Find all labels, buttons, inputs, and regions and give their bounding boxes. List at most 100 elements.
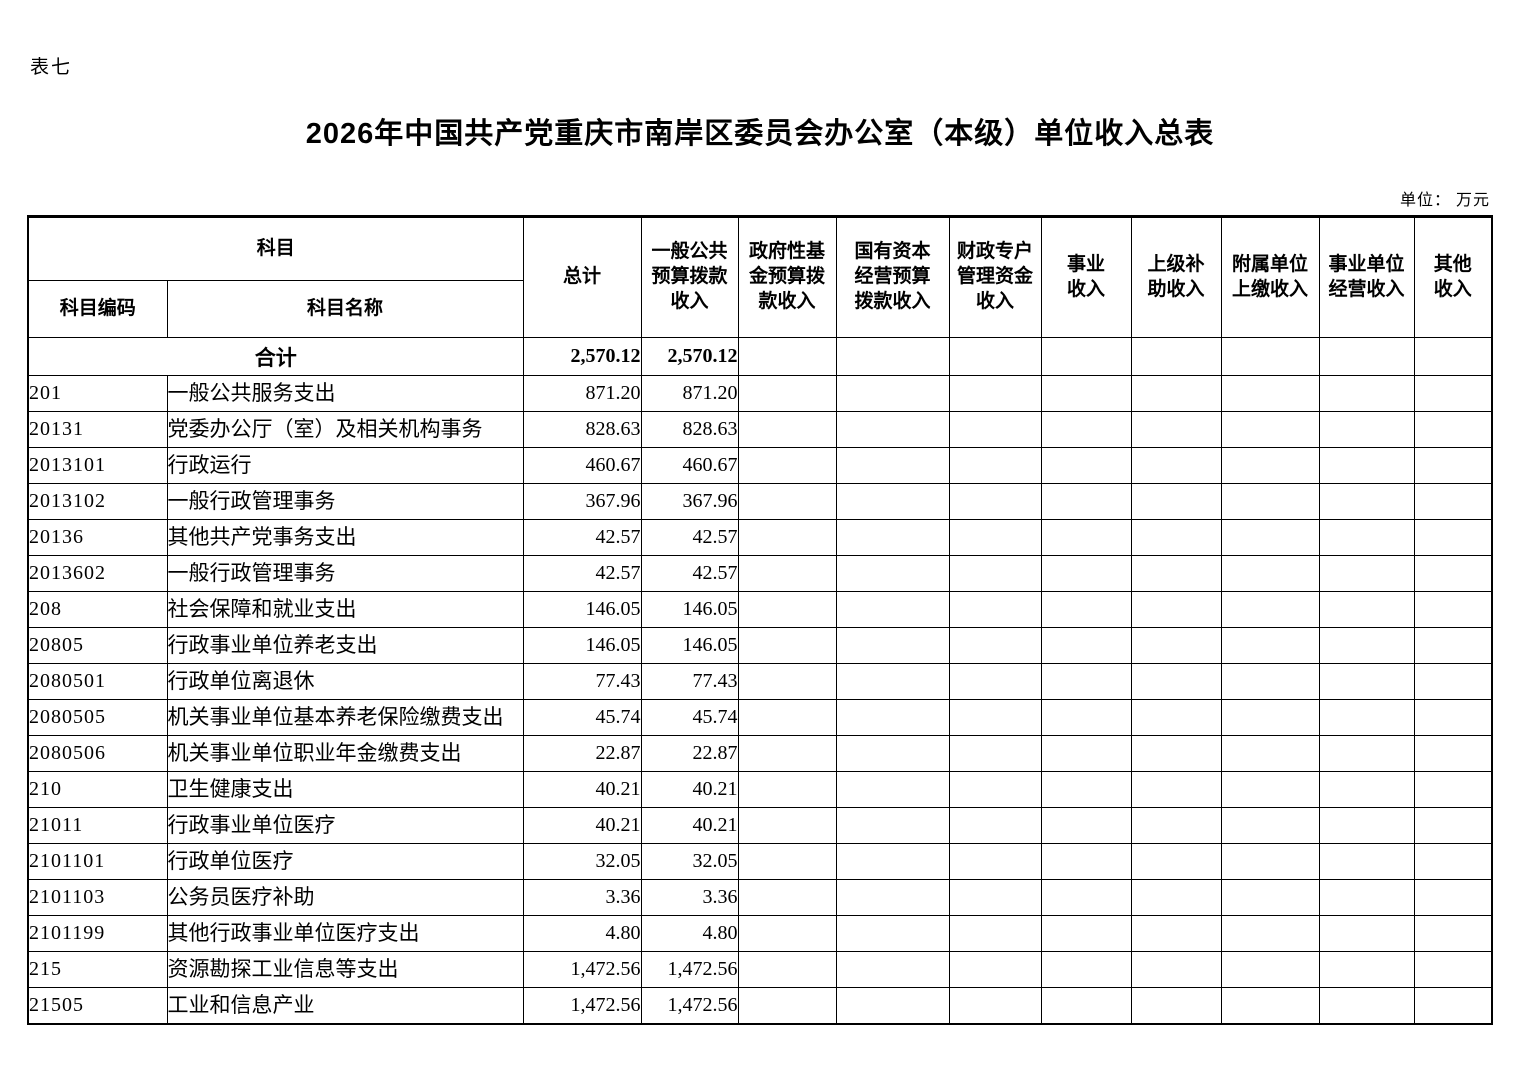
value-cell <box>1130 735 1222 772</box>
value-cell <box>1040 807 1132 844</box>
subject-name-cell: 其他行政事业单位医疗支出 <box>166 915 524 952</box>
value-cell <box>1130 843 1222 880</box>
value-cell: 871.20 <box>522 375 642 412</box>
value-cell <box>948 735 1042 772</box>
table-header: 科目 总计 一般公共 预算拨款 收入 政府性基 金预算拨 款收入 国有资本 经营… <box>27 216 1493 338</box>
value-cell: 146.05 <box>640 591 739 628</box>
value-cell: 1,472.56 <box>640 951 739 988</box>
value-cell <box>1040 987 1132 1024</box>
value-header-affiliated-remit: 附属单位 上缴收入 <box>1220 216 1320 338</box>
value-cell <box>737 519 837 556</box>
value-cell <box>1040 771 1132 808</box>
table-row: 2013101 行政运行 460.67 460.67 <box>27 447 1493 484</box>
total-value-cell: 2,570.12 <box>522 337 642 376</box>
subject-code-cell: 210 <box>27 771 168 808</box>
value-cell <box>737 807 837 844</box>
value-cell <box>1413 987 1493 1024</box>
value-cell <box>948 447 1042 484</box>
value-header-operating-income: 事业单位 经营收入 <box>1318 216 1415 338</box>
value-cell <box>737 627 837 664</box>
value-cell: 4.80 <box>522 915 642 952</box>
table-row: 2101101 行政单位医疗 32.05 32.05 <box>27 843 1493 880</box>
subject-code-cell: 20136 <box>27 519 168 556</box>
value-cell <box>1413 735 1493 772</box>
code-header-cell: 科目编码 <box>27 280 168 338</box>
value-cell <box>1318 879 1415 916</box>
subject-header-cell: 科目 <box>27 216 524 281</box>
value-cell <box>1130 447 1222 484</box>
table-row: 201 一般公共服务支出 871.20 871.20 <box>27 375 1493 412</box>
value-cell <box>948 663 1042 700</box>
value-cell <box>948 627 1042 664</box>
value-cell <box>737 447 837 484</box>
value-header-total: 总计 <box>522 216 642 338</box>
value-cell <box>1220 807 1320 844</box>
value-cell: 32.05 <box>640 843 739 880</box>
value-cell <box>835 771 950 808</box>
value-cell <box>737 555 837 592</box>
value-cell <box>1413 915 1493 952</box>
value-cell <box>1413 627 1493 664</box>
value-cell <box>948 879 1042 916</box>
value-cell <box>1318 591 1415 628</box>
subject-name-cell: 行政单位离退休 <box>166 663 524 700</box>
total-value-cell <box>737 337 837 376</box>
value-cell <box>1130 555 1222 592</box>
value-cell <box>948 843 1042 880</box>
value-cell <box>1318 699 1415 736</box>
total-value-cell <box>835 337 950 376</box>
header-row-1: 科目 总计 一般公共 预算拨款 收入 政府性基 金预算拨 款收入 国有资本 经营… <box>27 216 1493 338</box>
value-cell <box>737 483 837 520</box>
total-row: 合计 2,570.12 2,570.12 <box>27 337 1493 376</box>
value-cell <box>835 519 950 556</box>
value-cell <box>1040 411 1132 448</box>
value-cell <box>1040 555 1132 592</box>
income-table: 科目 总计 一般公共 预算拨款 收入 政府性基 金预算拨 款收入 国有资本 经营… <box>27 215 1494 1025</box>
value-cell <box>835 699 950 736</box>
value-cell <box>1130 411 1222 448</box>
total-value-cell <box>1220 337 1320 376</box>
table-row: 210 卫生健康支出 40.21 40.21 <box>27 771 1493 808</box>
table-row: 20136 其他共产党事务支出 42.57 42.57 <box>27 519 1493 556</box>
value-cell <box>835 987 950 1024</box>
value-cell <box>1040 915 1132 952</box>
subject-code-cell: 215 <box>27 951 168 988</box>
value-cell <box>1220 879 1320 916</box>
subject-code-cell: 208 <box>27 591 168 628</box>
value-cell <box>948 591 1042 628</box>
value-cell: 32.05 <box>522 843 642 880</box>
value-cell <box>1318 987 1415 1024</box>
value-cell <box>948 519 1042 556</box>
value-cell <box>1220 951 1320 988</box>
value-cell <box>737 591 837 628</box>
subject-name-cell: 工业和信息产业 <box>166 987 524 1024</box>
subject-name-cell: 行政单位医疗 <box>166 843 524 880</box>
value-cell <box>948 807 1042 844</box>
unit-note: 单位： 万元 <box>1399 192 1490 209</box>
value-cell <box>737 915 837 952</box>
value-cell <box>1220 771 1320 808</box>
value-cell: 367.96 <box>522 483 642 520</box>
page-title: 2026年中国共产党重庆市南岸区委员会办公室（本级）单位收入总表 <box>305 118 1215 150</box>
value-cell: 1,472.56 <box>522 951 642 988</box>
value-cell <box>1413 771 1493 808</box>
value-cell <box>1220 555 1320 592</box>
value-cell <box>1413 699 1493 736</box>
table-body: 合计 2,570.12 2,570.12 201 一般公共服务支出 871.20… <box>27 337 1493 1024</box>
value-cell <box>1130 879 1222 916</box>
name-header-cell: 科目名称 <box>166 280 524 338</box>
value-header-other-income: 其他 收入 <box>1413 216 1493 338</box>
value-cell <box>1220 519 1320 556</box>
table-row: 20131 党委办公厅（室）及相关机构事务 828.63 828.63 <box>27 411 1493 448</box>
value-cell <box>1318 375 1415 412</box>
table-row: 21505 工业和信息产业 1,472.56 1,472.56 <box>27 987 1493 1024</box>
value-cell <box>1413 843 1493 880</box>
value-cell <box>1413 591 1493 628</box>
subject-code-cell: 2080501 <box>27 663 168 700</box>
value-cell <box>1130 375 1222 412</box>
table-row: 2013102 一般行政管理事务 367.96 367.96 <box>27 483 1493 520</box>
value-cell <box>737 699 837 736</box>
value-header-state-capital: 国有资本 经营预算 拨款收入 <box>835 216 950 338</box>
sheet-label: 表七 <box>30 57 73 78</box>
value-cell <box>1220 663 1320 700</box>
